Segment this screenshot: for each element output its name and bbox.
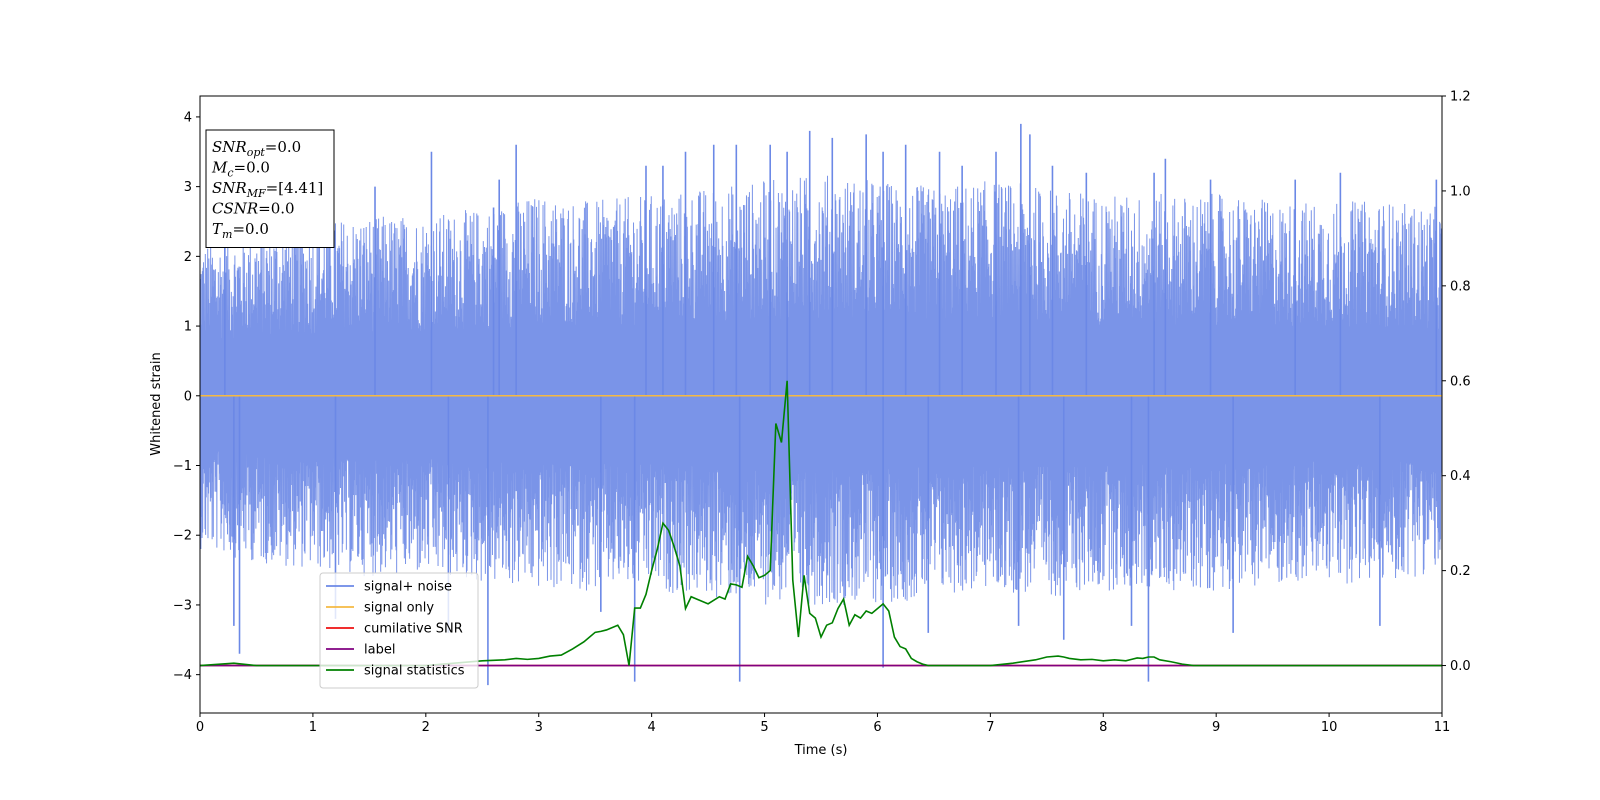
x-tick-label: 3 <box>535 720 543 735</box>
x-tick-label: 5 <box>760 720 768 735</box>
x-tick-label: 10 <box>1321 720 1338 735</box>
y-tick-label: 2 <box>184 250 192 265</box>
annotation-line: Mc=0.0 <box>211 159 270 180</box>
annotation-subscript: c <box>227 167 233 180</box>
annotation-value: =0.0 <box>265 138 301 156</box>
annotation-line: CSNR=0.0 <box>212 200 295 218</box>
x-tick-label: 6 <box>873 720 881 735</box>
signal-noise-line <box>200 175 1442 605</box>
y2-tick-label: 1.2 <box>1450 90 1471 105</box>
y-axis-left: 4 3 2 1 0 −1 −2 −3 −4 <box>173 110 200 683</box>
y-axis-right: 1.2 1.0 0.8 0.6 0.4 0.2 0.0 <box>1442 90 1471 674</box>
annotation-line: Tm=0.0 <box>212 220 269 241</box>
annotation-value: =0.0 <box>258 200 294 218</box>
x-tick-label: 1 <box>309 720 317 735</box>
x-tick-label: 4 <box>647 720 655 735</box>
annotation-line: SNRopt=0.0 <box>212 138 301 159</box>
legend-entry-label: signal only <box>364 601 434 616</box>
annotation-symbol: CSNR <box>212 200 258 218</box>
y2-tick-label: 0.4 <box>1450 469 1471 484</box>
annotation-symbol: M <box>211 159 228 177</box>
y2-tick-label: 0.8 <box>1450 279 1471 294</box>
y-tick-label: 1 <box>184 320 192 335</box>
x-tick-label: 2 <box>422 720 430 735</box>
annotation-subscript: opt <box>247 146 266 159</box>
y-tick-label: 0 <box>184 389 192 404</box>
x-axis: 0 1 2 3 4 5 6 7 8 9 10 11 <box>196 713 1450 735</box>
signal-statistics-line <box>200 380 1442 667</box>
x-tick-label: 0 <box>196 720 204 735</box>
y-tick-label: 3 <box>184 180 192 195</box>
annotation-value: =0.0 <box>234 159 270 177</box>
annotation-value: =[4.41] <box>266 179 324 197</box>
x-axis-label: Time (s) <box>794 743 848 758</box>
x-tick-label: 9 <box>1212 720 1220 735</box>
legend-entry-label: label <box>364 643 395 658</box>
plot-area <box>200 123 1442 686</box>
y-tick-label: −1 <box>173 459 192 474</box>
snr-annotation-box: SNRopt=0.0Mc=0.0SNRMF=[4.41]CSNR=0.0Tm=0… <box>205 129 335 248</box>
annotation-symbol: SNR <box>212 138 247 156</box>
y2-tick-label: 1.0 <box>1450 184 1471 199</box>
y-tick-label: −2 <box>173 529 192 544</box>
x-tick-label: 7 <box>986 720 994 735</box>
legend-entry-label: cumilative SNR <box>364 622 463 637</box>
annotation-subscript: MF <box>246 187 266 200</box>
annotation-symbol: T <box>212 220 223 238</box>
y2-tick-label: 0.0 <box>1450 659 1471 674</box>
legend-entry-label: signal statistics <box>364 664 465 679</box>
y-tick-label: −3 <box>173 598 192 613</box>
y-tick-label: 4 <box>184 110 192 125</box>
y-axis-label: Whitened strain <box>149 352 164 455</box>
y2-tick-label: 0.6 <box>1450 374 1471 389</box>
legend: signal+ noise signal only cumilative SNR la… <box>319 572 479 689</box>
y-tick-label: −4 <box>173 668 192 683</box>
annotation-frame <box>205 129 335 248</box>
plot-frame <box>199 95 1443 714</box>
annotation-value: =0.0 <box>232 220 268 238</box>
x-tick-label: 11 <box>1434 720 1451 735</box>
legend-frame <box>319 572 479 689</box>
legend-entry-label: signal+ noise <box>364 580 452 595</box>
annotation-line: SNRMF=[4.41] <box>212 179 323 200</box>
annotation-symbol: SNR <box>212 179 247 197</box>
y2-tick-label: 0.2 <box>1450 564 1471 579</box>
annotation-subscript: m <box>222 228 232 241</box>
x-tick-label: 8 <box>1099 720 1107 735</box>
